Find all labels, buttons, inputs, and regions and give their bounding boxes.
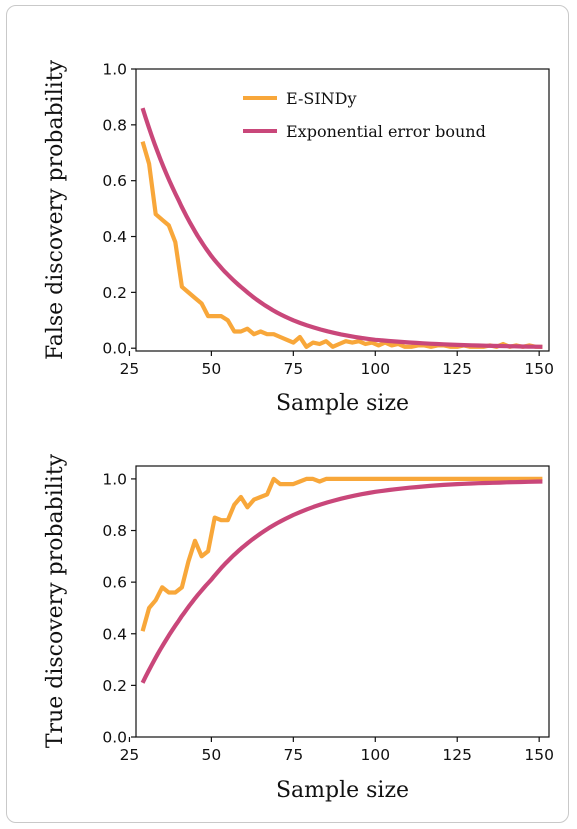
figure-frame xyxy=(6,5,569,823)
x-tick-label: 50 xyxy=(202,360,222,378)
x-axis-top: 25 50 75 100 125 150 xyxy=(120,351,554,378)
x-tick-label: 125 xyxy=(442,746,472,764)
error-bound-line-bottom xyxy=(140,479,543,684)
x-tick-label: 75 xyxy=(283,746,303,764)
x-axis-label-bottom: Sample size xyxy=(276,778,409,803)
esindy-line-bottom xyxy=(140,476,543,632)
legend-label-esindy: E-SINDy xyxy=(286,89,357,108)
y-axis-label-top: False discovery probability xyxy=(43,59,68,360)
y-tick-label: 0.2 xyxy=(102,677,127,695)
y-axis-top: 0.0 0.2 0.4 0.6 0.8 1.0 xyxy=(102,61,136,358)
y-tick-label: 0.8 xyxy=(102,522,127,540)
error-bound-line-top xyxy=(140,107,543,349)
x-axis-label-top: Sample size xyxy=(276,391,409,416)
y-axis-label-bottom: True discovery probability xyxy=(43,453,68,748)
y-axis-bottom: 0.0 0.2 0.4 0.6 0.8 1.0 xyxy=(102,470,136,747)
series-group-top xyxy=(140,107,543,349)
x-tick-label: 50 xyxy=(202,746,222,764)
x-tick-label: 125 xyxy=(442,360,472,378)
y-tick-label: 0.4 xyxy=(102,625,127,643)
legend-label-bound: Exponential error bound xyxy=(286,122,486,141)
x-axis-bottom: 25 50 75 100 125 150 xyxy=(120,737,554,764)
x-tick-label: 100 xyxy=(360,360,390,378)
y-tick-label: 0.2 xyxy=(102,284,127,302)
x-tick-label: 75 xyxy=(283,360,303,378)
true-discovery-panel: 25 50 75 100 125 150 0.0 0.2 0.4 0.6 0.8 1.0 Sampl… xyxy=(43,453,554,803)
x-tick-label: 100 xyxy=(360,746,390,764)
y-tick-label: 0.6 xyxy=(102,172,127,190)
y-tick-label: 1.0 xyxy=(102,470,127,488)
legend: E-SINDy Exponential error bound xyxy=(243,89,486,141)
y-tick-label: 0.0 xyxy=(102,729,127,747)
plot-area-top xyxy=(135,68,550,352)
x-tick-label: 25 xyxy=(120,360,140,378)
y-tick-label: 0.4 xyxy=(102,228,127,246)
y-tick-label: 0.0 xyxy=(102,340,127,358)
x-tick-label: 25 xyxy=(120,746,140,764)
x-tick-label: 150 xyxy=(524,746,554,764)
false-discovery-panel: 25 50 75 100 125 150 0.0 0.2 0.4 0.6 0.8 1.0 Sampl… xyxy=(43,59,554,416)
series-group-bottom xyxy=(140,476,543,684)
plot-area-bottom xyxy=(135,465,550,738)
x-tick-label: 150 xyxy=(524,360,554,378)
y-tick-label: 0.8 xyxy=(102,116,127,134)
y-tick-label: 1.0 xyxy=(102,61,127,79)
y-tick-label: 0.6 xyxy=(102,574,127,592)
